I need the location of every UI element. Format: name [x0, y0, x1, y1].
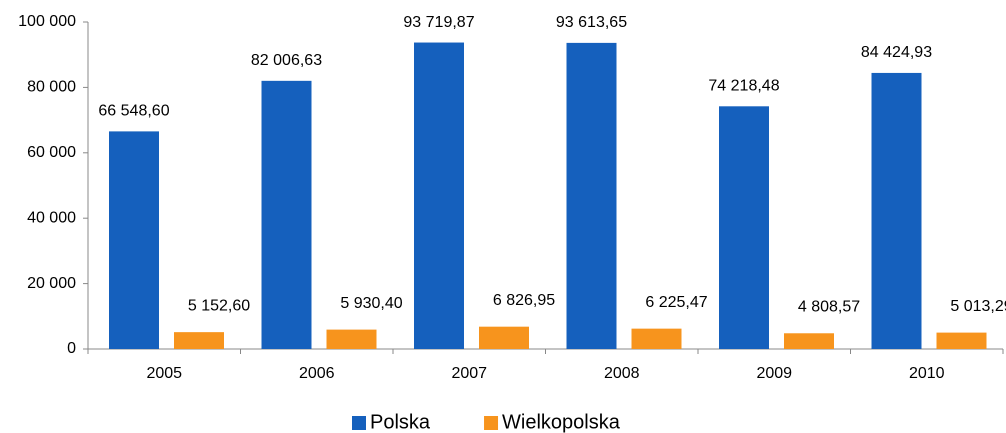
bar: [326, 329, 377, 349]
bar: [871, 72, 922, 349]
x-tick-label: 2008: [604, 365, 640, 382]
value-label: 6 225,47: [645, 294, 707, 311]
bar: [479, 326, 529, 349]
value-label: 74 218,48: [708, 78, 779, 95]
bar: [261, 80, 312, 349]
bar: [566, 42, 617, 350]
value-label: 5 013,29: [950, 298, 1006, 315]
x-tick-label: 2009: [756, 365, 792, 382]
value-label: 6 826,95: [493, 292, 555, 309]
legend-label: Wielkopolska: [502, 411, 621, 433]
value-label: 5 152,60: [188, 297, 250, 314]
x-tick-label: 2006: [299, 365, 335, 382]
value-label: 66 548,60: [98, 103, 169, 120]
value-label: 84 424,93: [861, 44, 932, 61]
bar: [631, 328, 682, 349]
legend-swatch: [484, 416, 499, 430]
value-label: 5 930,40: [340, 295, 402, 312]
bar: [719, 106, 769, 349]
bar: [936, 332, 987, 349]
bar: [414, 42, 464, 350]
value-label: 93 613,65: [556, 14, 627, 31]
x-tick-label: 2007: [451, 365, 487, 382]
y-tick-label: 0: [67, 340, 76, 357]
bar: [784, 333, 834, 349]
x-tick-label: 2005: [146, 365, 182, 382]
y-tick-label: 40 000: [27, 209, 76, 226]
legend-swatch: [352, 416, 366, 430]
x-tick-label: 2010: [909, 365, 945, 382]
legend-label: Polska: [370, 411, 431, 433]
y-tick-label: 20 000: [27, 275, 76, 292]
value-label: 4 808,57: [798, 298, 860, 315]
bar: [109, 131, 159, 349]
value-label: 93 719,87: [403, 14, 474, 31]
value-label: 82 006,63: [251, 52, 322, 69]
y-tick-label: 100 000: [18, 13, 76, 30]
bar: [174, 332, 224, 349]
y-tick-label: 60 000: [27, 144, 76, 161]
y-tick-label: 80 000: [27, 79, 76, 96]
